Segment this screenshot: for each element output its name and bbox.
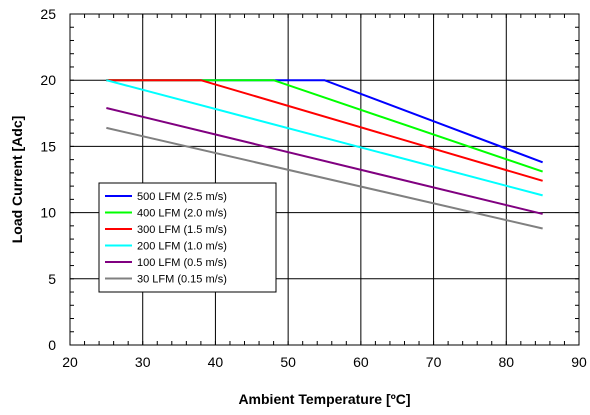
x-tick-label: 60: [353, 354, 369, 370]
legend-entry-label: 100 LFM (0.5 m/s): [137, 257, 227, 269]
x-tick-label: 70: [426, 354, 442, 370]
legend-entry-label: 30 LFM (0.15 m/s): [137, 274, 227, 286]
y-tick-label: 5: [48, 271, 56, 287]
tick-marks: [69, 13, 580, 346]
series-layer: [106, 79, 543, 230]
legend: 500 LFM (2.5 m/s) 400 LFM (2.0 m/s) 300 LF…: [98, 182, 277, 293]
series-line-1: [106, 79, 543, 173]
series-line-4: [106, 107, 543, 215]
legend-entry-label: 400 LFM (2.0 m/s): [137, 208, 227, 220]
legend-entry-label: 300 LFM (1.5 m/s): [137, 224, 227, 236]
y-tick-label: 25: [40, 6, 56, 22]
x-tick-label: 20: [62, 354, 78, 370]
x-tick-labels: 20 30 40 50 60 70 80 90: [62, 354, 587, 370]
plot-area-frame: [69, 13, 580, 346]
grid-lines: [69, 13, 580, 346]
legend-entry-label: 200 LFM (1.0 m/s): [137, 241, 227, 253]
x-tick-label: 80: [498, 354, 514, 370]
x-axis-label: Ambient Temperature [ºC]: [238, 391, 410, 407]
x-tick-label: 90: [571, 354, 587, 370]
y-tick-label: 0: [48, 337, 56, 353]
x-tick-label: 40: [208, 354, 224, 370]
legend-box: [98, 182, 277, 293]
y-axis-label: Load Current [Adc]: [9, 116, 25, 244]
y-tick-label: 15: [40, 138, 56, 154]
series-line-2: [106, 79, 543, 182]
y-tick-label: 20: [40, 72, 56, 88]
x-tick-label: 30: [135, 354, 151, 370]
series-line-5: [106, 126, 543, 230]
x-tick-label: 50: [280, 354, 296, 370]
y-tick-label: 10: [40, 205, 56, 221]
series-line-3: [106, 79, 543, 197]
legend-entry-label: 500 LFM (2.5 m/s): [137, 191, 227, 203]
y-tick-labels: 0 5 10 15 20 25: [40, 6, 56, 353]
